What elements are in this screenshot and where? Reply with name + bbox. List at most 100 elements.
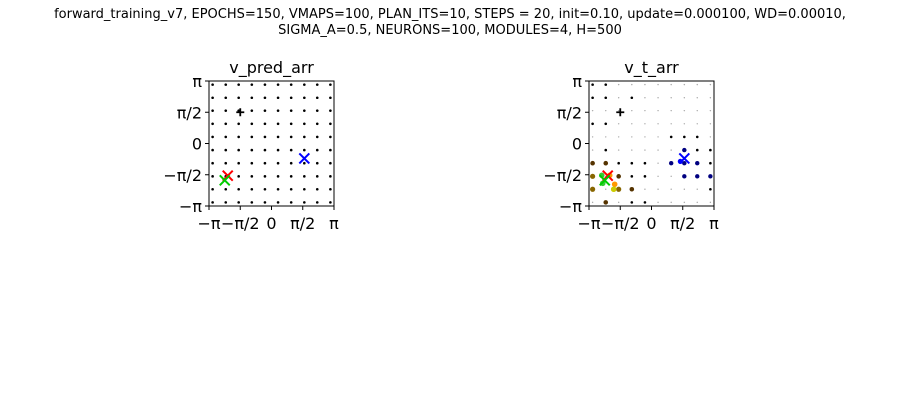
grid-dot (224, 83, 228, 86)
grid-dot (670, 123, 672, 125)
grid-dot (263, 161, 267, 165)
grid-dot (657, 201, 659, 204)
grid-dot (276, 122, 280, 126)
data-point (611, 181, 618, 188)
grid-dot (670, 201, 672, 204)
grid-dot (683, 123, 686, 125)
data-point (590, 186, 596, 192)
data-point (695, 148, 699, 152)
grid-dot (617, 97, 620, 99)
data-point (590, 173, 596, 179)
y-tick-label: −π (559, 197, 582, 216)
grid-dot (289, 148, 293, 152)
grid-dot (289, 201, 293, 204)
grid-dot (250, 96, 254, 100)
grid-dot (315, 109, 319, 112)
grid-dot (605, 109, 607, 112)
grid-dot (696, 188, 698, 190)
grid-dot (644, 123, 646, 125)
grid-dot (289, 109, 293, 112)
grid-dot (329, 96, 332, 100)
data-point (682, 174, 687, 179)
grid-dot (237, 109, 240, 112)
grid-dot (617, 109, 620, 112)
grid-dot (289, 161, 293, 165)
grid-dot (709, 97, 712, 99)
data-point (669, 135, 673, 139)
data-point (682, 147, 687, 153)
grid-dot (315, 175, 319, 178)
grid-dot (303, 161, 306, 165)
grid-dot (591, 201, 594, 204)
grid-dot (709, 109, 712, 112)
grid-dot (617, 123, 620, 125)
grid-dot (250, 122, 254, 126)
x-marker (599, 174, 611, 187)
grid-dot (303, 122, 306, 126)
x-marker (219, 174, 231, 187)
x-tick-label: 0 (646, 214, 656, 233)
grid-dot (605, 188, 607, 190)
grid-dot (289, 175, 293, 178)
y-tick-label: π (192, 72, 202, 91)
data-point (604, 122, 608, 126)
grid-dot (303, 135, 306, 139)
grid-dot (303, 201, 306, 204)
x-tick-label: π (709, 214, 719, 233)
grid-dot (709, 83, 712, 86)
grid-dot (211, 135, 214, 139)
grid-dot (250, 148, 254, 152)
grid-dot (644, 109, 646, 112)
data-point (604, 96, 608, 100)
data-point (616, 186, 622, 192)
grid-dot (237, 201, 240, 204)
grid-dot (709, 123, 712, 125)
y-tick-label: π (572, 72, 582, 91)
grid-dot (303, 187, 306, 191)
grid-dot (644, 136, 646, 138)
data-point (695, 160, 700, 166)
data-point (604, 83, 608, 86)
grid-dot (315, 122, 319, 126)
data-point (617, 161, 620, 165)
grid-dot (276, 175, 280, 178)
grid-dot (631, 109, 633, 112)
grid-dot (315, 135, 319, 139)
grid-dot (670, 83, 672, 86)
x-tick-label: −π (197, 214, 220, 233)
grid-dot (224, 109, 228, 112)
y-tick-label: π/2 (177, 103, 202, 122)
grid-dot (657, 97, 659, 99)
grid-dot (303, 109, 306, 112)
grid-dot (315, 83, 319, 86)
grid-dot (289, 187, 293, 191)
data-point (709, 148, 712, 152)
grid-dot (657, 149, 659, 151)
grid-dot (263, 122, 267, 126)
grid-dot (657, 109, 659, 112)
x-tick-label: π/2 (670, 214, 695, 233)
grid-dot (670, 149, 672, 151)
grid-dot (263, 187, 267, 191)
grid-dot (211, 109, 214, 112)
grid-dot (329, 161, 332, 165)
grid-dot (237, 148, 240, 152)
grid-dot (263, 135, 267, 139)
chart-panel-1: v_pred_arr−π −π/2 0 π/2 π−π−π/20π/2π (163, 58, 339, 233)
grid-dot (237, 83, 240, 86)
axes-frame (588, 80, 715, 207)
grid-dot (329, 122, 332, 126)
grid-dot (237, 135, 240, 139)
y-tick-label: −π/2 (543, 166, 582, 185)
data-point (630, 161, 634, 165)
data-point (590, 160, 595, 166)
grid-dot (303, 148, 306, 152)
grid-dot (683, 97, 686, 99)
grid-dot (644, 83, 646, 86)
grid-dot (263, 148, 267, 152)
grid-dot (303, 175, 306, 178)
grid-dot (276, 187, 280, 191)
data-point (708, 174, 713, 179)
grid-dot (670, 188, 672, 190)
grid-dot (329, 83, 332, 86)
